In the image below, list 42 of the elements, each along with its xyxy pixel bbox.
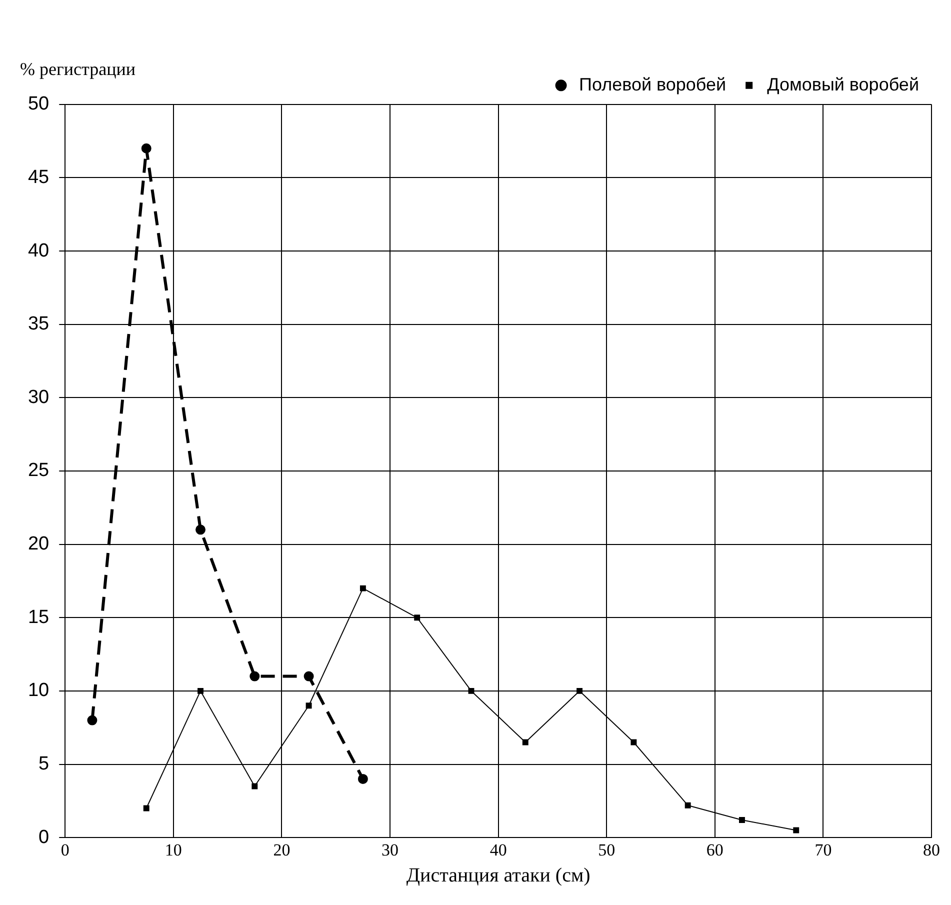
point — [414, 614, 420, 621]
point — [143, 805, 150, 812]
legend-label: Домовый воробей — [767, 74, 920, 94]
x-tick-label: 30 — [382, 840, 399, 860]
x-tick-label: 70 — [814, 840, 832, 860]
x-tick-label: 40 — [490, 840, 507, 860]
x-tick-label: 0 — [60, 840, 70, 860]
x-tick-label: 60 — [706, 840, 724, 860]
x-tick-label: 80 — [923, 840, 940, 860]
y-tick-label: 25 — [28, 460, 50, 482]
point — [522, 739, 528, 746]
point — [306, 702, 312, 709]
legend-label: Полевой воробей — [579, 74, 726, 94]
x-tick-label: 10 — [164, 840, 182, 860]
point — [196, 524, 206, 535]
point — [576, 688, 583, 694]
y-tick-label: 40 — [28, 240, 50, 262]
point — [468, 688, 474, 694]
point — [360, 585, 366, 592]
point — [793, 827, 800, 834]
point — [358, 774, 368, 784]
y-tick-label: 15 — [28, 606, 50, 628]
y-tick-label: 30 — [28, 386, 50, 408]
point — [252, 783, 258, 790]
point — [198, 688, 204, 694]
point — [304, 671, 314, 682]
y-tick-label: 20 — [28, 534, 50, 555]
x-tick-label: 20 — [273, 840, 290, 860]
point — [87, 715, 98, 726]
x-tick-label: 50 — [598, 840, 616, 860]
y-axis-title: % регистрации — [20, 59, 136, 80]
y-tick-label: 50 — [28, 94, 50, 115]
y-tick-label: 5 — [38, 754, 50, 775]
y-tick-label: 10 — [28, 680, 50, 702]
point — [684, 802, 691, 808]
point — [141, 143, 152, 154]
point — [739, 817, 745, 823]
y-tick-label: 35 — [28, 314, 50, 335]
x-axis-title: Дистанция атаки (см) — [406, 864, 590, 886]
point — [630, 739, 637, 746]
y-tick-label: 45 — [28, 166, 50, 188]
point — [250, 671, 260, 682]
